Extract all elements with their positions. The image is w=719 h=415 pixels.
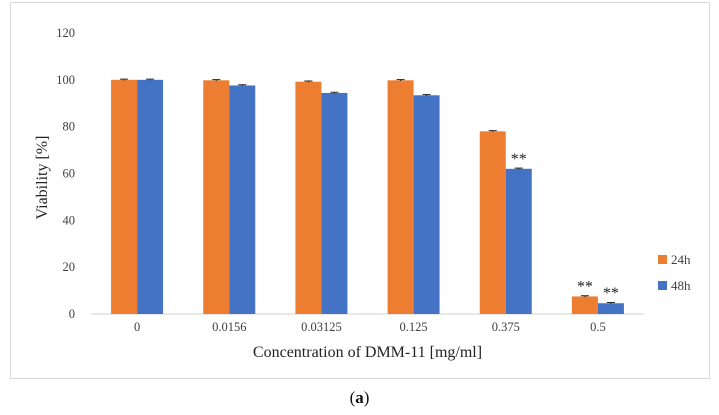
y-axis-ticks: 0 20 40 60 80 100 120: [56, 26, 75, 321]
bar-48h: [229, 85, 256, 314]
x-tick-label: 0.375: [492, 320, 520, 334]
bar-24h: [571, 296, 598, 314]
y-tick-label: 80: [63, 120, 76, 134]
panel-label-open: (: [349, 388, 356, 407]
bars: ** ** **: [111, 78, 624, 315]
y-axis-title: Viability [%]: [34, 136, 51, 220]
bar-24h: [295, 81, 322, 314]
panel-label: (a): [0, 388, 719, 408]
x-tick-label: 0.5: [590, 320, 606, 334]
bar-48h: [597, 303, 624, 314]
x-tick-label: 0: [134, 320, 140, 334]
x-tick-label: 0.0156: [212, 320, 246, 334]
y-tick-label: 20: [63, 260, 76, 274]
legend-label-48h: 48h: [671, 278, 691, 293]
panel-label-letter: a: [355, 388, 364, 407]
y-tick-label: 60: [63, 167, 76, 181]
significance-mark: **: [603, 285, 619, 302]
legend-label-24h: 24h: [671, 252, 691, 267]
bar-24h: [111, 79, 138, 314]
chart-frame: 0 20 40 60 80 100 120 ** ** ** 0 0.0156 0.03125 0.1…: [10, 2, 710, 379]
panel-label-close: ): [363, 388, 370, 407]
y-tick-label: 120: [56, 26, 75, 40]
bar-24h: [203, 80, 230, 314]
bar-48h: [137, 79, 164, 314]
significance-mark: **: [511, 151, 527, 168]
legend-swatch-24h: [658, 255, 667, 264]
y-tick-label: 0: [69, 307, 75, 321]
significance-mark: **: [577, 278, 593, 295]
bar-24h: [387, 80, 414, 314]
bar-48h: [413, 95, 440, 314]
bar-48h: [321, 92, 348, 315]
y-tick-label: 40: [63, 213, 76, 227]
legend: 24h 48h: [658, 252, 691, 293]
legend-swatch-48h: [658, 281, 667, 290]
bar-chart: 0 20 40 60 80 100 120 ** ** ** 0 0.0156 0.03125 0.1…: [34, 26, 691, 361]
y-tick-label: 100: [56, 73, 75, 87]
bar-48h: [505, 168, 532, 314]
x-tick-label: 0.03125: [301, 320, 342, 334]
x-axis-ticks: 0 0.0156 0.03125 0.125 0.375 0.5: [134, 320, 606, 334]
x-tick-label: 0.125: [400, 320, 428, 334]
bar-24h: [479, 131, 506, 314]
x-axis-title: Concentration of DMM-11 [mg/ml]: [253, 344, 482, 361]
